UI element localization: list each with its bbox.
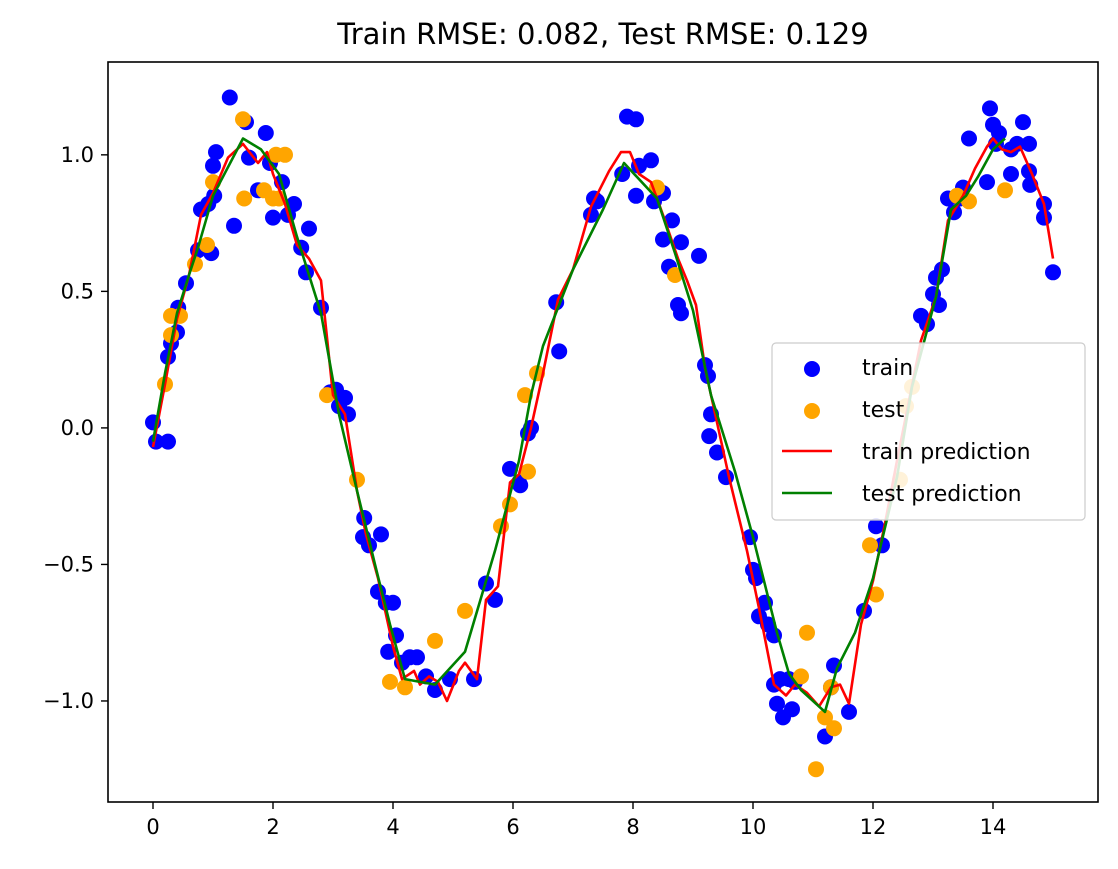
train-point — [1021, 135, 1037, 152]
train-point — [551, 343, 568, 360]
train-point — [628, 187, 644, 204]
x-tick-label: 2 — [266, 815, 279, 839]
test-point — [235, 111, 251, 128]
train-point — [784, 701, 800, 718]
train-point — [373, 526, 389, 543]
x-tick-label: 8 — [626, 815, 639, 839]
test-prediction-line — [151, 137, 1006, 714]
train-point — [868, 518, 884, 535]
train-point — [502, 460, 518, 477]
train-point — [979, 174, 995, 191]
x-tick-label: 4 — [386, 815, 399, 839]
train-point — [221, 89, 238, 106]
train-point — [991, 125, 1007, 141]
train-point — [1003, 166, 1019, 182]
legend-box — [771, 342, 1086, 521]
y-tick-label: 0.0 — [61, 416, 94, 440]
test-point — [520, 463, 536, 480]
test-point — [667, 267, 683, 283]
train-point — [409, 649, 425, 666]
test-point — [808, 761, 824, 778]
test-point — [793, 668, 809, 685]
test-point — [799, 624, 815, 641]
test-point — [427, 632, 443, 649]
x-tick-label: 0 — [146, 815, 159, 839]
axis-layer: 0 2 4 6 8 10 12 14 −1.0 −0.5 0.0 0.5 1.0 — [43, 143, 1006, 839]
train-point — [226, 217, 242, 234]
train-point — [512, 477, 529, 494]
train-point — [205, 157, 221, 174]
test-point — [997, 182, 1013, 199]
test-point — [862, 537, 878, 554]
y-tick-label: 0.5 — [61, 279, 94, 303]
train-point — [160, 433, 176, 450]
legend-marker-train — [804, 361, 820, 377]
train-point — [982, 100, 998, 117]
x-tick-label: 14 — [980, 815, 1007, 839]
legend-label-test: test — [862, 398, 905, 423]
train-point — [673, 234, 689, 251]
train-point — [643, 152, 659, 169]
train-point — [628, 111, 644, 128]
legend-marker-test — [804, 403, 820, 419]
x-tick-label: 10 — [740, 815, 767, 839]
test-point — [397, 679, 413, 696]
x-tick-label: 6 — [506, 815, 519, 839]
test-point — [382, 673, 398, 690]
test-point — [319, 387, 335, 404]
legend: train test train prediction test prediction — [771, 342, 1086, 521]
legend-label-train: train — [862, 356, 913, 381]
test-point — [199, 237, 215, 253]
test-point — [817, 709, 833, 726]
legend-label-train-prediction: train prediction — [862, 440, 1031, 465]
train-point — [1015, 114, 1031, 131]
test-point — [649, 179, 665, 196]
train-point — [701, 428, 718, 445]
y-tick-label: −0.5 — [43, 552, 94, 576]
train-point — [385, 594, 401, 611]
train-point — [265, 209, 281, 226]
train-point — [664, 212, 680, 229]
train-point — [337, 389, 353, 406]
y-tick-label: 1.0 — [61, 143, 94, 167]
train-point — [241, 149, 257, 166]
train-point — [826, 657, 842, 674]
train-point — [673, 305, 689, 322]
train-point — [1045, 264, 1061, 281]
legend-label-test-prediction: test prediction — [862, 482, 1022, 507]
test-point — [868, 586, 884, 603]
x-tick-label: 12 — [860, 815, 887, 839]
train-point — [691, 247, 707, 264]
plot-frame — [107, 61, 1099, 803]
test-point — [826, 720, 842, 737]
train-point — [257, 125, 274, 141]
train-point — [709, 444, 725, 461]
test-point — [457, 602, 473, 619]
y-tick-label: −1.0 — [43, 689, 94, 713]
train-series — [145, 89, 1061, 745]
chart-title: Train RMSE: 0.082, Test RMSE: 0.129 — [336, 17, 868, 51]
train-point — [208, 144, 224, 161]
train-point — [301, 220, 317, 237]
train-point — [655, 231, 671, 248]
test-point — [236, 190, 253, 207]
train-point — [418, 668, 434, 685]
train-point — [841, 703, 857, 720]
test-point — [277, 146, 293, 163]
train-point — [769, 695, 785, 712]
train-point — [961, 130, 977, 147]
